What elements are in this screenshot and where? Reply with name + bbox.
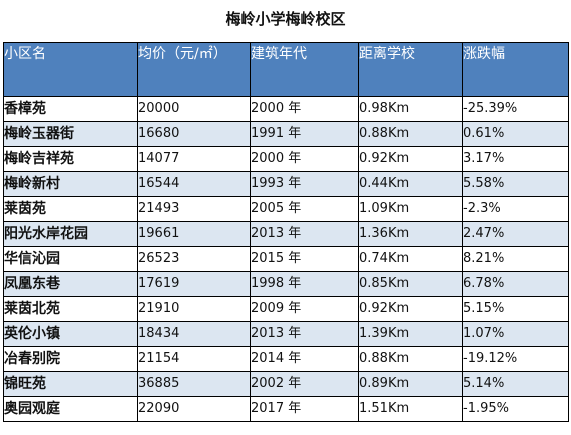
cell-price: 14077 xyxy=(137,146,251,172)
table-row: 香樟苑 20000 2000 年 0.98Km -25.39% xyxy=(3,96,569,122)
cell-price: 16544 xyxy=(137,171,251,197)
cell-name: 锦旺苑 xyxy=(3,371,138,397)
housing-table: 小区名 均价（元/㎡） 建筑年代 距离学校 涨跌幅 香樟苑 20000 2000 年… xyxy=(3,42,569,422)
table-row: 阳光水岸花园 19661 2013 年 1.36Km 2.47% xyxy=(3,221,569,247)
cell-distance: 0.89Km xyxy=(358,371,463,397)
cell-change: 1.07% xyxy=(462,321,569,347)
cell-year: 1998 年 xyxy=(250,271,359,297)
cell-year: 2009 年 xyxy=(250,296,359,322)
cell-change: 5.14% xyxy=(462,371,569,397)
cell-change: 6.78% xyxy=(462,271,569,297)
cell-distance: 0.92Km xyxy=(358,146,463,172)
cell-name: 华信沁园 xyxy=(3,246,138,272)
cell-name: 凤凰东巷 xyxy=(3,271,138,297)
cell-change: 5.15% xyxy=(462,296,569,322)
cell-year: 2015 年 xyxy=(250,246,359,272)
cell-distance: 1.36Km xyxy=(358,221,463,247)
cell-distance: 0.88Km xyxy=(358,121,463,147)
cell-year: 1991 年 xyxy=(250,121,359,147)
cell-change: -19.12% xyxy=(462,346,569,372)
cell-price: 16680 xyxy=(137,121,251,147)
table-row: 梅岭玉器街 16680 1991 年 0.88Km 0.61% xyxy=(3,121,569,147)
cell-distance: 1.09Km xyxy=(358,196,463,222)
cell-year: 2014 年 xyxy=(250,346,359,372)
cell-name: 冶春别院 xyxy=(3,346,138,372)
column-header-price: 均价（元/㎡） xyxy=(137,42,251,97)
cell-year: 2000 年 xyxy=(250,96,359,122)
cell-change: -1.95% xyxy=(462,396,569,422)
cell-name: 阳光水岸花园 xyxy=(3,221,138,247)
cell-change: 5.58% xyxy=(462,171,569,197)
cell-name: 奥园观庭 xyxy=(3,396,138,422)
cell-distance: 0.92Km xyxy=(358,296,463,322)
cell-name: 梅岭玉器街 xyxy=(3,121,138,147)
column-header-year: 建筑年代 xyxy=(250,42,359,97)
table-row: 奥园观庭 22090 2017 年 1.51Km -1.95% xyxy=(3,396,569,422)
cell-distance: 0.88Km xyxy=(358,346,463,372)
table-row: 莱茵北苑 21910 2009 年 0.92Km 5.15% xyxy=(3,296,569,322)
table-row: 英伦小镇 18434 2013 年 1.39Km 1.07% xyxy=(3,321,569,347)
cell-name: 莱茵北苑 xyxy=(3,296,138,322)
column-header-distance: 距离学校 xyxy=(358,42,463,97)
cell-change: 2.47% xyxy=(462,221,569,247)
column-header-name: 小区名 xyxy=(3,42,138,97)
cell-change: -2.3% xyxy=(462,196,569,222)
cell-price: 21910 xyxy=(137,296,251,322)
cell-price: 26523 xyxy=(137,246,251,272)
table-row: 冶春别院 21154 2014 年 0.88Km -19.12% xyxy=(3,346,569,372)
cell-distance: 1.39Km xyxy=(358,321,463,347)
cell-year: 2000 年 xyxy=(250,146,359,172)
cell-change: 3.17% xyxy=(462,146,569,172)
cell-name: 香樟苑 xyxy=(3,96,138,122)
table-header-row: 小区名 均价（元/㎡） 建筑年代 距离学校 涨跌幅 xyxy=(3,42,569,97)
cell-name: 英伦小镇 xyxy=(3,321,138,347)
column-header-change: 涨跌幅 xyxy=(462,42,569,97)
table-row: 锦旺苑 36885 2002 年 0.89Km 5.14% xyxy=(3,371,569,397)
cell-distance: 0.85Km xyxy=(358,271,463,297)
cell-change: 8.21% xyxy=(462,246,569,272)
cell-name: 莱茵苑 xyxy=(3,196,138,222)
table-row: 莱茵苑 21493 2005 年 1.09Km -2.3% xyxy=(3,196,569,222)
cell-distance: 0.98Km xyxy=(358,96,463,122)
cell-year: 2013 年 xyxy=(250,321,359,347)
cell-year: 1993 年 xyxy=(250,171,359,197)
cell-year: 2005 年 xyxy=(250,196,359,222)
cell-price: 36885 xyxy=(137,371,251,397)
cell-name: 梅岭吉祥苑 xyxy=(3,146,138,172)
cell-distance: 0.44Km xyxy=(358,171,463,197)
cell-price: 17619 xyxy=(137,271,251,297)
cell-distance: 0.74Km xyxy=(358,246,463,272)
page-title: 梅岭小学梅岭校区 xyxy=(225,10,346,28)
cell-change: -25.39% xyxy=(462,96,569,122)
cell-price: 18434 xyxy=(137,321,251,347)
cell-price: 22090 xyxy=(137,396,251,422)
cell-price: 20000 xyxy=(137,96,251,122)
cell-price: 21154 xyxy=(137,346,251,372)
table-row: 华信沁园 26523 2015 年 0.74Km 8.21% xyxy=(3,246,569,272)
cell-year: 2017 年 xyxy=(250,396,359,422)
cell-year: 2002 年 xyxy=(250,371,359,397)
cell-price: 21493 xyxy=(137,196,251,222)
cell-year: 2013 年 xyxy=(250,221,359,247)
cell-name: 梅岭新村 xyxy=(3,171,138,197)
cell-price: 19661 xyxy=(137,221,251,247)
cell-distance: 1.51Km xyxy=(358,396,463,422)
cell-change: 0.61% xyxy=(462,121,569,147)
table-row: 梅岭吉祥苑 14077 2000 年 0.92Km 3.17% xyxy=(3,146,569,172)
table-row: 梅岭新村 16544 1993 年 0.44Km 5.58% xyxy=(3,171,569,197)
table-row: 凤凰东巷 17619 1998 年 0.85Km 6.78% xyxy=(3,271,569,297)
